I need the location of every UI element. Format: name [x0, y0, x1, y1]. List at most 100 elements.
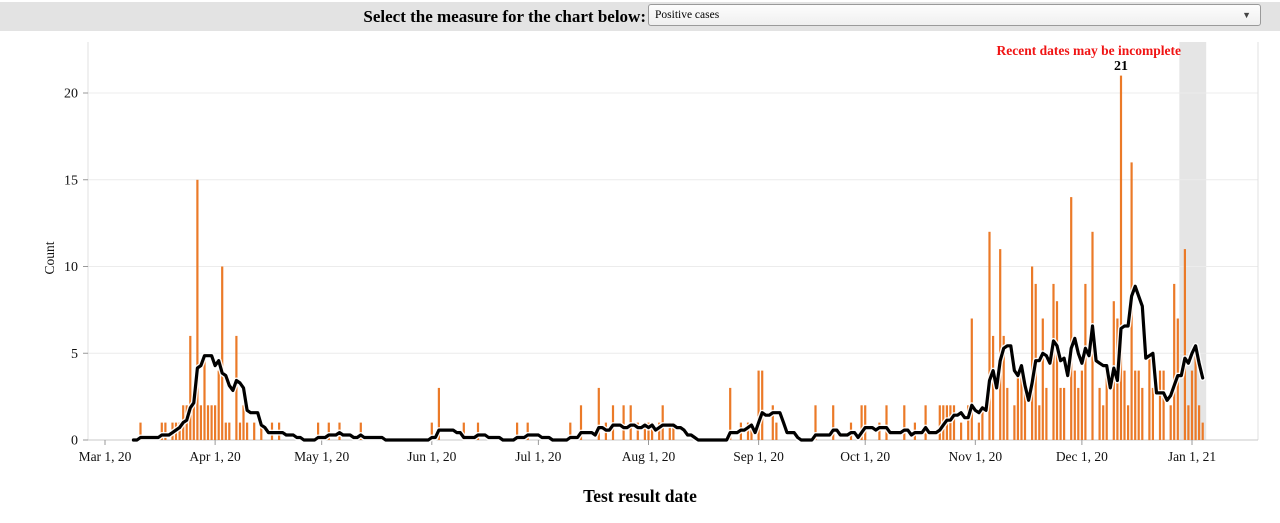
daily-bar[interactable] — [938, 405, 941, 440]
daily-bar[interactable] — [977, 422, 980, 440]
daily-bar[interactable] — [999, 249, 1002, 440]
daily-bar[interactable] — [164, 422, 167, 440]
daily-bar[interactable] — [430, 422, 433, 440]
daily-bar[interactable] — [214, 405, 217, 440]
daily-bar[interactable] — [924, 405, 927, 440]
daily-bar[interactable] — [864, 405, 867, 440]
daily-bar[interactable] — [238, 422, 242, 440]
daily-bar[interactable] — [139, 422, 142, 440]
daily-bar[interactable] — [1169, 405, 1172, 440]
daily-bar[interactable] — [1098, 387, 1101, 440]
daily-bar[interactable] — [668, 422, 671, 440]
daily-bar[interactable] — [579, 405, 583, 440]
daily-bar[interactable] — [636, 422, 639, 440]
daily-bar[interactable] — [1023, 387, 1027, 440]
daily-bar[interactable] — [160, 422, 163, 440]
daily-bar[interactable] — [1084, 283, 1087, 440]
daily-bar[interactable] — [651, 422, 654, 440]
daily-bar[interactable] — [1006, 387, 1009, 440]
daily-bar[interactable] — [1127, 405, 1130, 440]
daily-bar[interactable] — [771, 405, 774, 440]
daily-bar[interactable] — [217, 370, 220, 440]
daily-bar[interactable] — [1041, 318, 1044, 441]
daily-bar[interactable] — [1137, 370, 1140, 440]
daily-bar[interactable] — [622, 405, 625, 440]
daily-bar[interactable] — [1080, 370, 1083, 440]
daily-bar[interactable] — [832, 405, 835, 440]
daily-bar[interactable] — [1119, 75, 1123, 440]
daily-bar[interactable] — [221, 266, 224, 441]
daily-bar[interactable] — [1070, 197, 1073, 440]
daily-bar[interactable] — [1105, 370, 1108, 440]
daily-bar[interactable] — [1016, 370, 1019, 440]
daily-bar[interactable] — [203, 353, 206, 441]
daily-bar[interactable] — [903, 405, 906, 440]
daily-bar[interactable] — [1063, 387, 1066, 440]
daily-bar[interactable] — [647, 422, 650, 440]
daily-bar[interactable] — [516, 422, 519, 440]
daily-bar[interactable] — [1013, 405, 1016, 440]
daily-bar[interactable] — [178, 422, 181, 440]
daily-bar[interactable] — [246, 422, 249, 440]
daily-bar[interactable] — [192, 405, 195, 440]
daily-bar[interactable] — [672, 422, 675, 440]
daily-bar[interactable] — [253, 422, 256, 440]
daily-bar[interactable] — [1151, 387, 1154, 440]
daily-bar[interactable] — [1045, 387, 1048, 440]
daily-bar[interactable] — [196, 179, 199, 441]
daily-bar[interactable] — [952, 405, 956, 440]
daily-bar[interactable] — [359, 422, 362, 440]
daily-bar[interactable] — [885, 405, 888, 440]
daily-bar[interactable] — [224, 422, 227, 440]
daily-bar[interactable] — [1162, 370, 1165, 440]
daily-bar[interactable] — [476, 422, 480, 440]
daily-bar[interactable] — [189, 335, 192, 440]
daily-bar[interactable] — [327, 422, 330, 440]
daily-bar[interactable] — [775, 422, 778, 440]
daily-bar[interactable] — [1134, 370, 1137, 440]
daily-bar[interactable] — [1031, 266, 1034, 441]
daily-bar[interactable] — [988, 231, 991, 440]
daily-bar[interactable] — [1052, 283, 1055, 440]
daily-bar[interactable] — [1055, 301, 1059, 440]
daily-bar[interactable] — [658, 422, 661, 440]
daily-bar[interactable] — [1059, 387, 1062, 440]
daily-bar[interactable] — [1158, 370, 1162, 440]
daily-bar[interactable] — [462, 422, 465, 440]
daily-bar[interactable] — [1187, 405, 1190, 440]
daily-bar[interactable] — [729, 387, 732, 440]
daily-bar[interactable] — [1038, 405, 1041, 440]
daily-bar[interactable] — [1190, 370, 1194, 440]
daily-bar[interactable] — [210, 405, 213, 440]
daily-bar[interactable] — [992, 335, 995, 440]
daily-bar[interactable] — [242, 405, 245, 440]
daily-bar[interactable] — [1002, 335, 1005, 440]
daily-bar[interactable] — [1020, 370, 1023, 440]
daily-bar[interactable] — [981, 405, 984, 440]
daily-bar[interactable] — [1194, 353, 1197, 441]
daily-bar[interactable] — [1173, 283, 1176, 440]
daily-bar[interactable] — [878, 422, 881, 440]
daily-bar[interactable] — [960, 422, 963, 440]
daily-bar[interactable] — [1201, 422, 1204, 440]
daily-bar[interactable] — [1141, 387, 1144, 440]
daily-bar[interactable] — [1148, 353, 1151, 441]
daily-bar[interactable] — [597, 387, 600, 440]
daily-bar[interactable] — [437, 387, 440, 440]
daily-bar[interactable] — [970, 318, 973, 441]
daily-bar[interactable] — [860, 405, 863, 440]
daily-bar[interactable] — [317, 422, 320, 440]
daily-bar[interactable] — [1102, 405, 1105, 440]
daily-bar[interactable] — [967, 405, 970, 440]
measure-select[interactable]: Positive cases ▼ — [648, 4, 1261, 26]
daily-bar[interactable] — [1123, 370, 1126, 440]
daily-bar[interactable] — [746, 422, 750, 440]
daily-bar[interactable] — [1077, 387, 1080, 440]
daily-bar[interactable] — [757, 370, 760, 440]
daily-bar[interactable] — [814, 405, 817, 440]
daily-bars-group[interactable] — [139, 75, 1204, 441]
daily-bar[interactable] — [199, 405, 202, 440]
daily-bar[interactable] — [1198, 405, 1201, 440]
daily-bar[interactable] — [569, 422, 572, 440]
daily-bar[interactable] — [526, 422, 529, 440]
